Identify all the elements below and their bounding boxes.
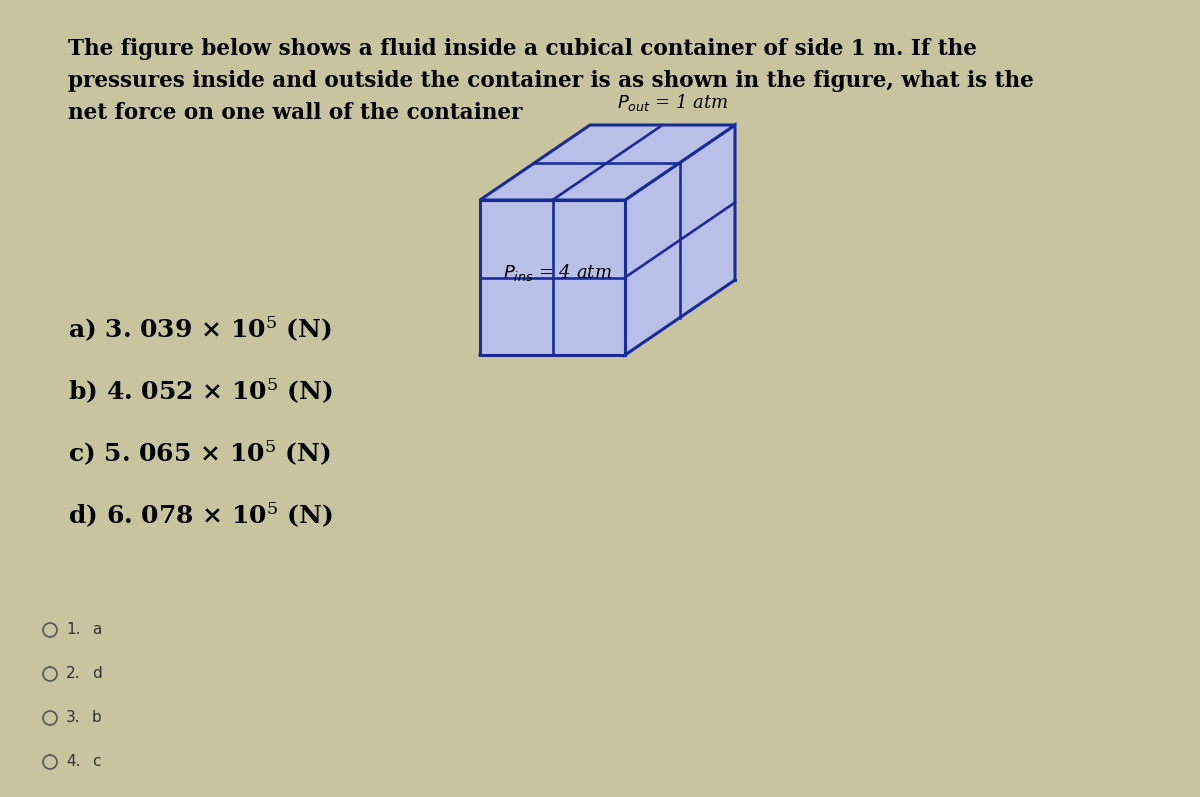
Text: The figure below shows a fluid inside a cubical container of side 1 m. If the: The figure below shows a fluid inside a … bbox=[68, 38, 977, 60]
Text: 2.: 2. bbox=[66, 666, 80, 681]
Polygon shape bbox=[480, 125, 734, 200]
Polygon shape bbox=[625, 125, 734, 355]
Text: a) 3. 039 × 10$^5$ (N): a) 3. 039 × 10$^5$ (N) bbox=[68, 315, 331, 344]
Text: d) 6. 078 × 10$^5$ (N): d) 6. 078 × 10$^5$ (N) bbox=[68, 501, 332, 530]
Text: 1.: 1. bbox=[66, 622, 80, 638]
Text: net force on one wall of the container: net force on one wall of the container bbox=[68, 102, 522, 124]
Text: c) 5. 065 × 10$^5$ (N): c) 5. 065 × 10$^5$ (N) bbox=[68, 439, 331, 469]
Text: a: a bbox=[92, 622, 101, 638]
Text: pressures inside and outside the container is as shown in the figure, what is th: pressures inside and outside the contain… bbox=[68, 70, 1033, 92]
Text: 4.: 4. bbox=[66, 755, 80, 769]
Text: b: b bbox=[92, 710, 102, 725]
Text: d: d bbox=[92, 666, 102, 681]
Text: $P_{out}$ = 1 atm: $P_{out}$ = 1 atm bbox=[617, 92, 728, 113]
Text: c: c bbox=[92, 755, 101, 769]
Text: $P_{ins}$ = 4 atm: $P_{ins}$ = 4 atm bbox=[503, 262, 612, 283]
Polygon shape bbox=[480, 200, 625, 355]
Text: 3.: 3. bbox=[66, 710, 80, 725]
Text: b) 4. 052 × 10$^5$ (N): b) 4. 052 × 10$^5$ (N) bbox=[68, 377, 332, 406]
